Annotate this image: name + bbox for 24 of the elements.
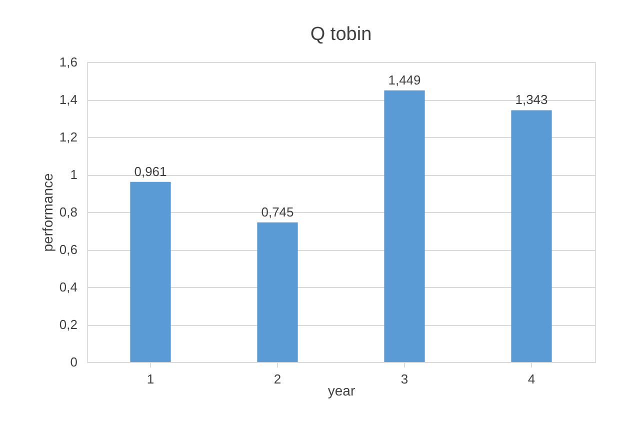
data-label: 1,449 bbox=[388, 72, 421, 88]
y-tick-label: 1 bbox=[70, 167, 78, 182]
x-tick-label: 3 bbox=[400, 372, 408, 386]
data-label: 0,745 bbox=[261, 204, 294, 220]
bar bbox=[130, 182, 171, 362]
x-tick-label: 4 bbox=[528, 372, 536, 386]
y-axis-title: performance bbox=[39, 172, 56, 252]
y-tick-label: 1,4 bbox=[59, 92, 78, 107]
bar bbox=[384, 90, 425, 362]
bar bbox=[257, 222, 298, 362]
y-tick-label: 0,4 bbox=[59, 280, 78, 294]
y-tick-label: 1,6 bbox=[59, 54, 78, 70]
y-tick-label: 0 bbox=[70, 354, 78, 370]
data-label: 0,961 bbox=[134, 164, 167, 179]
x-axis-title: year bbox=[328, 382, 356, 398]
x-tick-label: 2 bbox=[274, 372, 282, 386]
chart-title: Q tobin bbox=[310, 24, 372, 45]
data-label: 1,343 bbox=[515, 92, 548, 108]
y-tick-label: 0,2 bbox=[59, 317, 78, 332]
bar bbox=[511, 110, 552, 362]
y-tick-label: 1,2 bbox=[59, 130, 78, 144]
x-tick-label: 1 bbox=[146, 372, 154, 386]
y-tick-label: 0,6 bbox=[59, 242, 78, 257]
y-tick-label: 0,8 bbox=[59, 204, 78, 220]
